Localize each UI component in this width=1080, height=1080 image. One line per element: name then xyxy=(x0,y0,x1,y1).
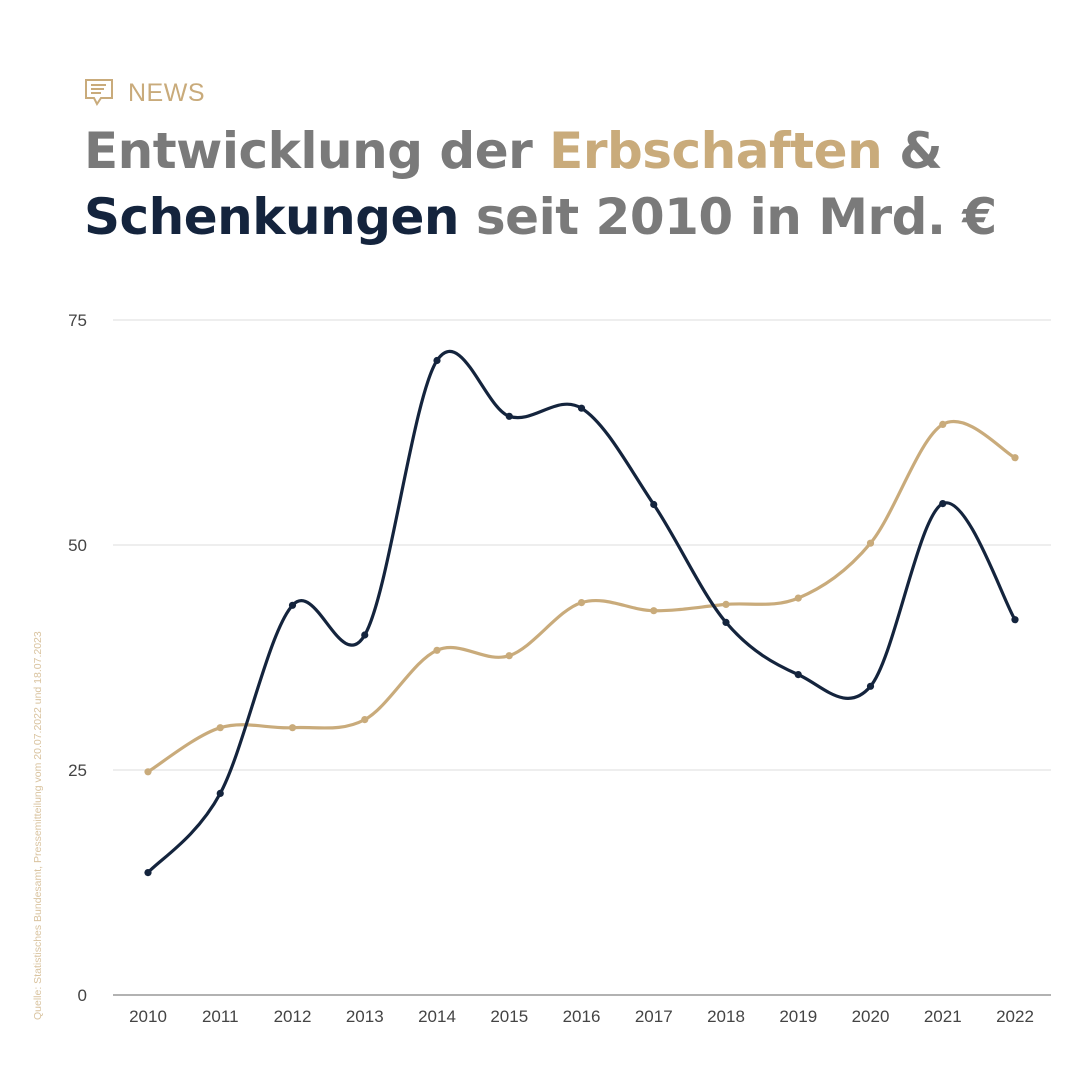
data-point-schenkungen xyxy=(1011,616,1019,624)
data-point-schenkungen xyxy=(433,356,441,365)
data-point-schenkungen xyxy=(650,500,658,509)
series-line-schenkungen xyxy=(146,349,1017,875)
data-point-erbschaften xyxy=(144,768,152,776)
data-point-erbschaften xyxy=(650,607,658,615)
data-point-erbschaften xyxy=(361,716,369,724)
data-point-erbschaften xyxy=(1011,454,1019,462)
news-label: NEWS xyxy=(128,78,205,107)
data-point-schenkungen xyxy=(939,500,947,508)
y-tick-label: 0 xyxy=(78,986,87,1005)
data-point-schenkungen xyxy=(288,601,297,609)
data-point-erbschaften xyxy=(288,724,297,732)
x-tick-label: 2010 xyxy=(129,1007,167,1026)
x-tick-label: 2013 xyxy=(346,1007,384,1026)
page-title: Entwicklung der Erbschaften & Schenkunge… xyxy=(84,118,997,250)
data-point-erbschaften xyxy=(794,594,802,602)
x-tick-label: 2011 xyxy=(202,1007,239,1026)
series-line-erbschaften xyxy=(146,420,1017,774)
data-point-schenkungen xyxy=(216,789,224,798)
y-tick-label: 25 xyxy=(68,761,87,780)
x-tick-label: 2014 xyxy=(418,1007,456,1026)
x-tick-label: 2020 xyxy=(852,1007,890,1026)
data-point-erbschaften xyxy=(216,724,224,732)
data-point-schenkungen xyxy=(722,618,730,627)
data-point-schenkungen xyxy=(866,682,875,690)
data-point-erbschaften xyxy=(577,599,586,607)
news-tag: NEWS xyxy=(84,78,205,108)
data-point-erbschaften xyxy=(505,652,513,660)
x-tick-label: 2018 xyxy=(707,1007,745,1026)
x-tick-label: 2017 xyxy=(635,1007,673,1026)
data-point-schenkungen xyxy=(361,631,369,639)
data-point-schenkungen xyxy=(577,404,586,412)
x-tick-label: 2019 xyxy=(779,1007,817,1026)
data-point-erbschaften xyxy=(722,600,730,609)
data-point-schenkungen xyxy=(794,671,802,679)
title-part: & xyxy=(882,122,943,180)
y-tick-label: 50 xyxy=(68,536,87,555)
x-tick-label: 2021 xyxy=(924,1007,962,1026)
title-part: Entwicklung der xyxy=(84,122,550,180)
title-schenkungen: Schenkungen xyxy=(84,188,460,246)
x-tick-label: 2022 xyxy=(996,1007,1034,1026)
x-tick-label: 2012 xyxy=(274,1007,312,1026)
title-erbschaften: Erbschaften xyxy=(549,122,883,180)
speech-bubble-icon xyxy=(85,79,113,106)
data-point-schenkungen xyxy=(144,869,152,877)
data-point-erbschaften xyxy=(939,420,947,428)
data-point-erbschaften xyxy=(433,646,441,654)
x-tick-label: 2015 xyxy=(490,1007,528,1026)
title-part: seit 2010 in Mrd. € xyxy=(459,188,997,246)
y-tick-label: 75 xyxy=(68,311,87,330)
data-point-erbschaften xyxy=(866,539,875,547)
data-point-schenkungen xyxy=(505,412,513,420)
x-tick-label: 2016 xyxy=(563,1007,601,1026)
